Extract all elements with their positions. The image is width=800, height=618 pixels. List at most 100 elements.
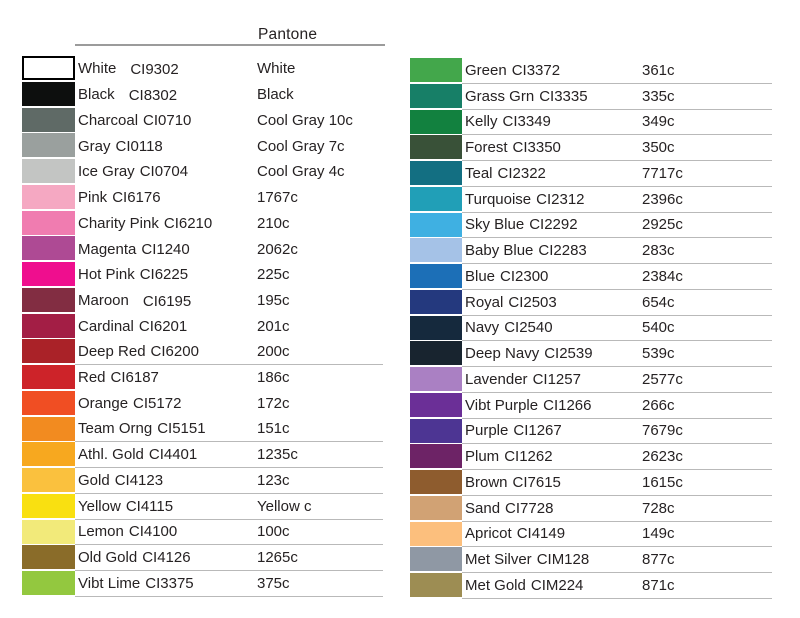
pantone-value: 100c: [257, 523, 290, 541]
color-code: CI2503: [508, 293, 557, 311]
pantone-value: 210c: [257, 214, 290, 232]
color-swatch: [22, 262, 75, 286]
pantone-value: 375c: [257, 574, 290, 592]
color-row: Deep Red CI6200 200c: [22, 339, 383, 365]
color-row: Team Orng CI5151 151c: [22, 416, 383, 443]
color-row: Forest CI3350 350c: [410, 135, 772, 161]
color-name: Hot Pink: [78, 266, 135, 284]
color-code: CI5151: [157, 420, 206, 438]
color-row-text: Sky Blue CI2292 2925c: [462, 213, 772, 239]
color-swatch: [22, 571, 75, 595]
color-code: CI6201: [138, 317, 188, 335]
color-name: Deep Red: [78, 343, 146, 361]
pantone-value: 186c: [257, 369, 290, 387]
color-name: Teal: [465, 164, 493, 182]
color-name: Met Silver: [465, 551, 532, 569]
color-row: Charity Pink CI6210 210c: [22, 210, 383, 237]
color-name-group: Met Gold CIM224: [465, 577, 642, 594]
color-name: Vibt Lime: [78, 574, 141, 592]
color-row: Hot Pink CI6225 225c: [22, 262, 383, 288]
color-swatch: [410, 109, 462, 134]
pantone-value: 350c: [642, 139, 675, 157]
color-swatch: [22, 493, 75, 518]
color-row: Met Silver CIM128 877c: [410, 547, 772, 573]
color-row-text: Lemon CI4100 100c: [75, 520, 383, 546]
color-code: CI2540: [504, 319, 553, 337]
color-name-group: Maroon CI6195: [78, 292, 257, 311]
color-name: Vibt Purple: [465, 396, 539, 414]
color-row: Baby Blue CI2283 283c: [410, 238, 772, 264]
color-row-text: Deep Navy CI2539 539c: [462, 341, 772, 367]
color-code: CI6195: [142, 293, 192, 311]
color-code: CI4401: [148, 446, 198, 464]
color-code: CI2292: [529, 216, 578, 234]
color-code: CI6187: [110, 369, 159, 387]
color-row-text: Baby Blue CI2283 283c: [462, 238, 772, 264]
color-code: CI2283: [538, 242, 587, 260]
color-swatch: [410, 470, 462, 494]
color-swatch: [22, 519, 75, 544]
pantone-value: 2925c: [642, 216, 683, 234]
pantone-value: White: [257, 60, 296, 78]
color-swatch: [22, 442, 75, 467]
color-name: Old Gold: [78, 549, 138, 567]
color-row-text: Lavender CI1257 2577c: [462, 367, 772, 393]
color-row: Charcoal CI0710 Cool Gray 10c: [22, 107, 383, 134]
color-name-group: Apricot CI4149: [465, 525, 642, 542]
color-name: Forest: [465, 139, 508, 157]
color-code: CI7728: [505, 499, 554, 517]
color-swatch: [410, 135, 462, 160]
color-name-group: Turquoise CI2312: [465, 191, 642, 208]
color-row: Pink CI6176 1767c: [22, 184, 383, 211]
color-name: Magenta: [78, 240, 137, 258]
color-row-text: Old Gold CI4126 1265c: [75, 545, 383, 571]
color-row: Athl. Gold CI4401 1235c: [22, 442, 383, 468]
color-swatch: [22, 390, 75, 415]
color-name: Lemon: [78, 523, 124, 541]
color-row-text: Royal CI2503 654c: [462, 290, 772, 316]
color-row: Vibt Purple CI1266 266c: [410, 392, 772, 419]
color-row-text: Forest CI3350 350c: [462, 135, 772, 161]
color-name: Apricot: [465, 525, 512, 543]
color-swatch: [410, 289, 462, 314]
color-name-group: Ice Gray CI0704: [78, 163, 257, 180]
color-row-text: Navy CI2540 540c: [462, 316, 772, 342]
color-row: Lemon CI4100 100c: [22, 519, 383, 546]
pantone-value: 1265c: [257, 549, 298, 567]
color-name: Royal: [465, 293, 504, 311]
pantone-value: 871c: [642, 576, 675, 594]
color-swatch: [410, 315, 462, 340]
color-row: Apricot CI4149 149c: [410, 521, 772, 548]
color-row: Turquoise CI2312 2396c: [410, 186, 772, 213]
color-code: CI6225: [139, 266, 189, 284]
color-row: Black CI8302 Black: [22, 81, 383, 108]
pantone-value: 1767c: [257, 189, 298, 207]
color-row-text: Met Silver CIM128 877c: [462, 547, 772, 573]
color-code: CI7615: [512, 473, 561, 491]
color-name-group: Red CI6187: [78, 369, 257, 386]
color-code: CI6176: [112, 189, 161, 207]
color-code: CI1257: [532, 370, 581, 388]
color-name-group: Team Orng CI5151: [78, 420, 257, 437]
color-code: CI4126: [142, 549, 191, 567]
color-name-group: Vibt Purple CI1266: [465, 397, 642, 414]
color-code: CI0710: [143, 111, 192, 129]
pantone-value: 266c: [642, 396, 675, 414]
color-row: Plum CI1262 2623c: [410, 444, 772, 470]
color-code: CI0704: [139, 163, 189, 181]
color-table-left-column: White CI9302 White Black CI8302 Black Ch…: [22, 56, 383, 597]
color-code: CI4123: [114, 471, 164, 489]
color-swatch: [22, 81, 75, 106]
color-name-group: Pink CI6176: [78, 189, 257, 206]
color-name-group: Navy CI2540: [465, 319, 642, 336]
color-name: Deep Navy: [465, 345, 540, 363]
pantone-value: 540c: [642, 319, 675, 337]
pantone-value: 539c: [642, 345, 675, 363]
color-code: CI6200: [150, 343, 199, 361]
pantone-value: 195c: [257, 292, 290, 310]
color-swatch: [410, 392, 462, 417]
color-row: Lavender CI1257 2577c: [410, 367, 772, 393]
color-name: Ice Gray: [78, 163, 135, 181]
color-name: Red: [78, 369, 106, 387]
color-code: CI0118: [115, 137, 163, 155]
